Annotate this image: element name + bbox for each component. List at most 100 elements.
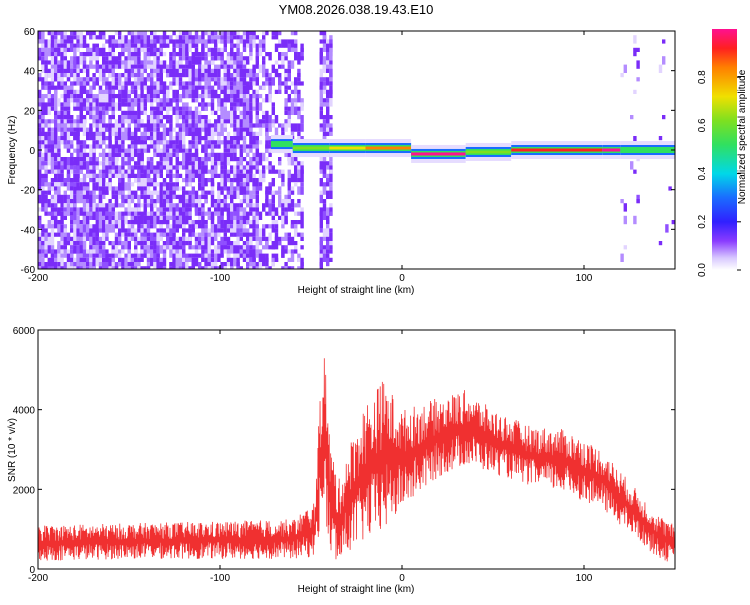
- spectrogram-cell: [60, 119, 64, 128]
- spectrogram-cell: [140, 186, 144, 195]
- spectrogram-cell: [156, 77, 160, 82]
- spectrogram-cell: [217, 161, 221, 166]
- spectrogram-cell: [102, 249, 106, 258]
- spectrogram-cell: [188, 207, 192, 212]
- spectrogram-cell: [265, 148, 269, 153]
- spectrogram-cell: [217, 228, 221, 233]
- spectrogram-cell: [111, 249, 115, 254]
- spectrogram-cell: [319, 207, 323, 216]
- spectrogram-cell: [143, 173, 147, 178]
- spectrogram-cell: [236, 35, 240, 40]
- spectrogram-cell: [92, 43, 96, 52]
- spectrogram-cell: [114, 148, 119, 153]
- spectrogram-cell: [230, 228, 234, 233]
- spectrogram-cell: [300, 245, 304, 250]
- spectrogram-cell: [191, 119, 195, 128]
- spectrogram-cell: [70, 144, 74, 149]
- spectrogram-cell: [66, 123, 71, 128]
- spectrogram-cell: [182, 35, 186, 40]
- spectrogram-cell: [287, 110, 291, 115]
- spectrogram-cell: [57, 178, 61, 183]
- spectrogram-cell: [76, 98, 80, 107]
- spectrogram-cell: [86, 253, 90, 258]
- spectrogram-cell: [169, 211, 173, 216]
- spectrogram-cell: [210, 266, 215, 269]
- spectrogram-cell: [175, 249, 179, 254]
- spectrogram-cell: [297, 56, 301, 61]
- spectrogram-cell: [268, 52, 272, 61]
- spectrogram-cell: [162, 186, 167, 195]
- spectrogram-cell: [182, 224, 186, 229]
- spectrogram-cell: [287, 157, 291, 166]
- spectrogram-cell: [214, 253, 218, 262]
- spectrogram-cell: [246, 102, 250, 111]
- spectrogram-cell: [210, 236, 215, 246]
- spectrogram-cell: [92, 169, 96, 174]
- spectrogram-cell: [60, 253, 64, 258]
- spectrogram-cell: [41, 52, 45, 57]
- spectrogram-cell: [63, 47, 67, 52]
- spectrogram-cell: [60, 81, 64, 86]
- spectrogram-cell: [137, 123, 141, 128]
- spectrogram-cell: [230, 203, 234, 212]
- spectrogram-cell: [156, 35, 160, 44]
- spectrogram-cell: [89, 249, 93, 258]
- spectrogram-cell: [108, 39, 112, 48]
- spectrogram-cell: [239, 190, 243, 195]
- spectrogram-cell: [281, 215, 285, 225]
- spectrogram-cell: [70, 123, 74, 128]
- spectrogram-cell: [236, 144, 240, 149]
- spectrogram-cell: [73, 148, 77, 153]
- spectrogram-cell: [166, 35, 170, 40]
- spectrogram-cell: [242, 245, 247, 250]
- spectrogram-cell: [233, 169, 237, 174]
- spectrogram-cell: [223, 262, 227, 267]
- spectrogram-cell: [246, 119, 250, 128]
- spectrogram-cell: [204, 190, 208, 195]
- spectrogram-cell: [124, 102, 128, 107]
- spectrogram-cell: [265, 144, 269, 153]
- spectrogram-cell: [623, 203, 627, 212]
- spectrogram-cell: [178, 68, 183, 73]
- spectrogram-cell: [86, 131, 90, 141]
- spectrogram-cell: [329, 173, 333, 183]
- spectrogram-cell: [50, 119, 55, 124]
- spectrogram-cell: [44, 182, 48, 187]
- spectrogram-cell: [124, 232, 128, 237]
- spectrogram-cell: [153, 249, 157, 254]
- spectrogram-cell: [226, 85, 231, 90]
- spectrogram-cell: [118, 236, 122, 241]
- spectrogram-cell: [118, 190, 122, 195]
- spectrogram-cell: [76, 228, 80, 237]
- spectrogram-cell: [95, 186, 99, 191]
- spectrogram-cell: [134, 60, 138, 65]
- spectrogram-cell: [111, 102, 115, 107]
- spectrogram-cell: [300, 262, 304, 269]
- spectrogram-cell: [82, 52, 87, 57]
- spectrogram-cell: [185, 73, 189, 78]
- spectrogram-cell: [73, 43, 77, 48]
- spectrogram-cell: [194, 152, 199, 157]
- spectrogram-cell: [47, 199, 51, 208]
- spectrogram-cell: [178, 207, 183, 216]
- spectrogram-cell: [153, 241, 157, 250]
- spectrogram-cell: [322, 165, 327, 174]
- spectrogram-cell: [326, 228, 330, 237]
- spectrogram-cell: [217, 173, 221, 178]
- spectrogram-cell: [82, 232, 87, 237]
- spectrogram-cell: [322, 211, 327, 220]
- spectrogram-cell: [188, 157, 192, 162]
- spectrogram-cell: [137, 94, 141, 99]
- spectrogram-cell: [143, 253, 147, 258]
- spectrogram-cell: [217, 98, 221, 103]
- spectrogram-cell: [92, 31, 96, 36]
- spectrogram-cell: [220, 228, 224, 233]
- spectrogram-cell: [127, 249, 131, 258]
- spectrogram-cell: [668, 186, 672, 191]
- spectrogram-cell: [92, 266, 96, 269]
- spectrogram-cell: [233, 52, 237, 61]
- spectrogram-cell: [242, 257, 247, 262]
- spectrogram-cell: [198, 102, 202, 107]
- spectrogram-cell: [130, 115, 135, 124]
- spectrogram-cell: [166, 98, 170, 107]
